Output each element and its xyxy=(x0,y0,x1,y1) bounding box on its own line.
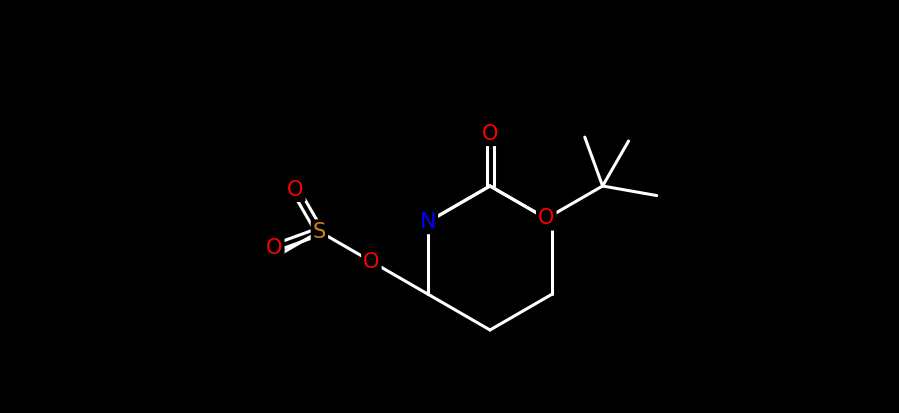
Text: O: O xyxy=(363,252,379,271)
Text: S: S xyxy=(313,221,326,242)
Text: O: O xyxy=(539,209,555,228)
Text: O: O xyxy=(266,238,282,258)
Text: O: O xyxy=(287,180,304,200)
Text: N: N xyxy=(420,212,436,232)
Text: O: O xyxy=(482,124,498,144)
